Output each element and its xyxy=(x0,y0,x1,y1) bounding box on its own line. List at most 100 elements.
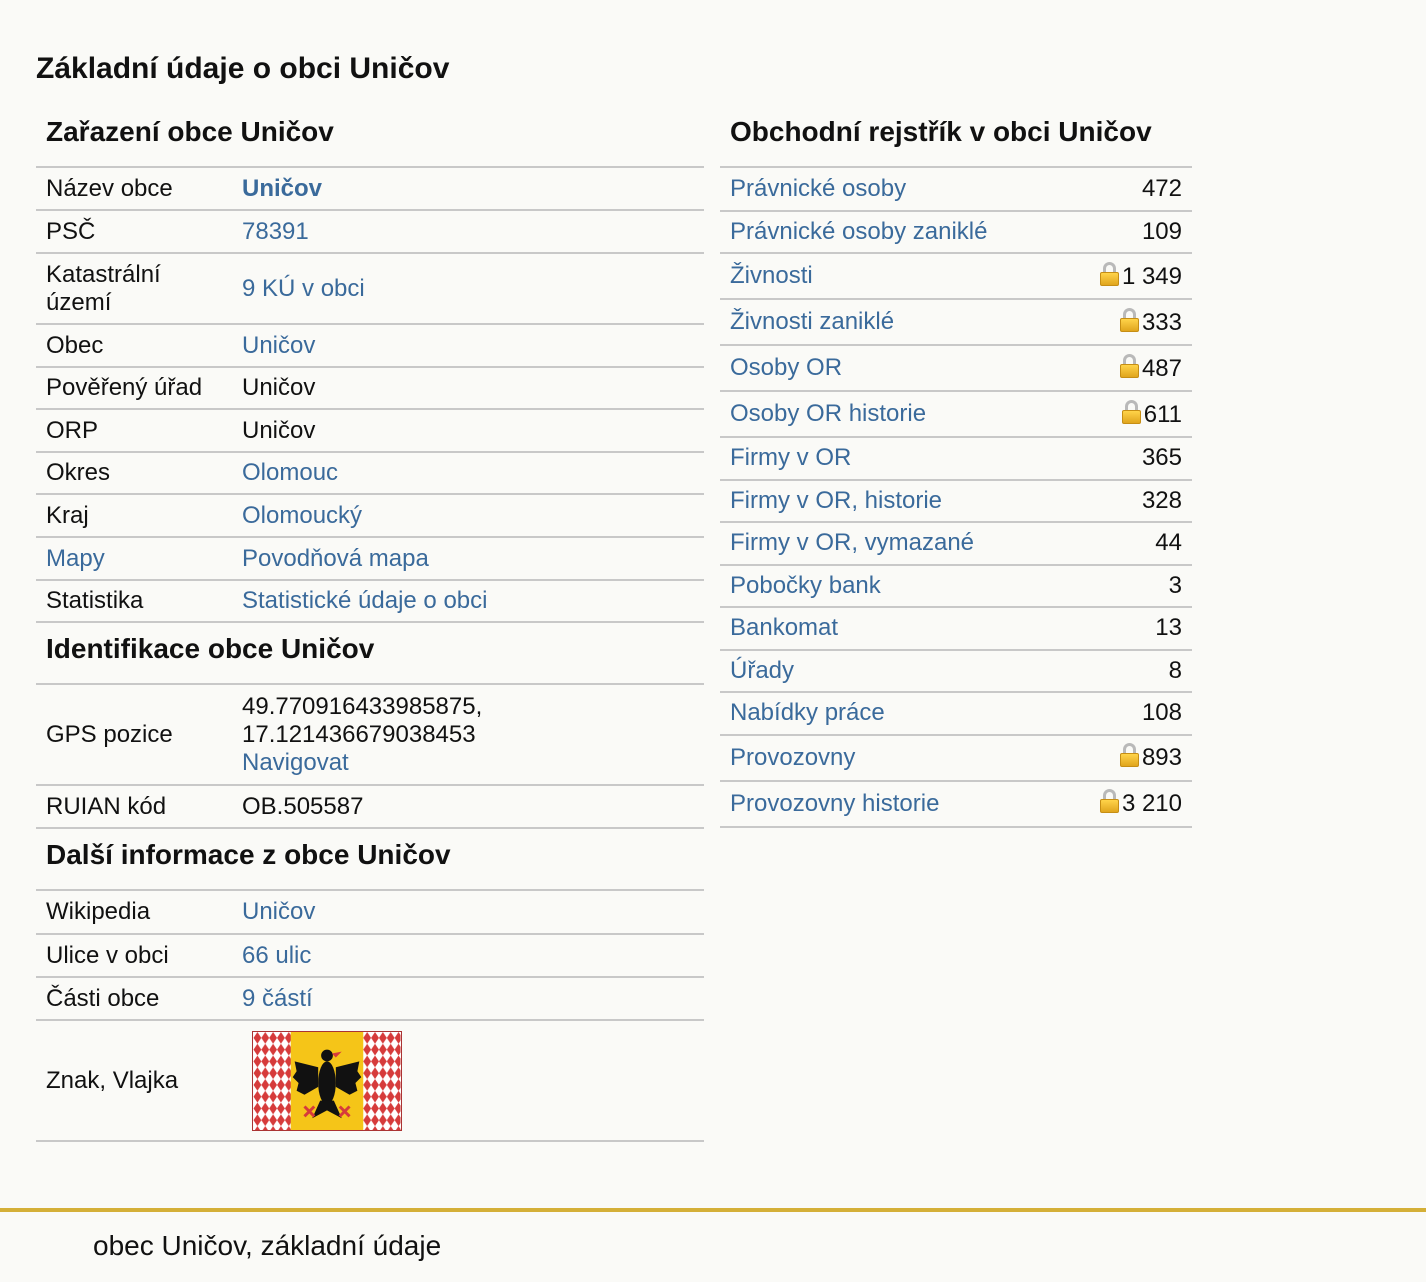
register-label-cell: Osoby OR xyxy=(720,345,1066,392)
row-value: Uničov xyxy=(232,168,704,211)
register-link[interactable]: Firmy v OR xyxy=(730,444,852,472)
row-value-link[interactable]: Povodňová mapa xyxy=(242,544,429,572)
page-title: Základní údaje o obci Uničov xyxy=(36,52,450,85)
table-row: Firmy v OR, historie 328 xyxy=(720,479,1192,523)
register-link[interactable]: Osoby OR xyxy=(730,354,843,381)
zarazeni-heading: Zařazení obce Uničov xyxy=(36,110,704,168)
table-row: PSČ 78391 xyxy=(36,210,704,254)
row-key: Obec xyxy=(36,324,232,368)
left-column: Zařazení obce Uničov Název obce Uničov PSČ… xyxy=(36,110,704,1142)
register-count-value: 487 xyxy=(1141,354,1182,382)
row-key[interactable]: Mapy xyxy=(36,537,232,581)
row-value: 9 KÚ v obci xyxy=(232,253,704,325)
table-row: Provozovny 893 xyxy=(720,734,1192,782)
row-value: 9 částí xyxy=(232,977,704,1021)
row-key: ORP xyxy=(36,409,232,453)
register-label-cell: Živnosti xyxy=(720,253,1066,300)
table-row: ORP Uničov xyxy=(36,409,704,453)
row-value: Uničov xyxy=(232,409,704,453)
register-count-value: 333 xyxy=(1141,308,1182,336)
register-count-value: 472 xyxy=(1141,174,1182,202)
padlock-icon xyxy=(1119,353,1139,378)
table-row: Pověřený úřad Uničov xyxy=(36,367,704,410)
table-row: Firmy v OR 365 xyxy=(720,437,1192,481)
row-value-link[interactable]: Uničov xyxy=(242,331,316,359)
register-label-cell: Provozovny historie xyxy=(720,780,1066,828)
register-link[interactable]: Právnické osoby zaniklé xyxy=(730,217,988,245)
gps-lat: 49.770916433985875, xyxy=(242,692,483,720)
row-key: Kraj xyxy=(36,494,232,538)
register-link[interactable]: Osoby OR historie xyxy=(730,400,927,427)
table-row: Části obce 9 částí xyxy=(36,977,704,1021)
register-count-value: 108 xyxy=(1141,699,1182,727)
footer-text: obec Uničov, základní údaje xyxy=(93,1230,442,1261)
table-row: Ulice v obci 66 ulic xyxy=(36,934,704,978)
row-key: Wikipedia xyxy=(36,891,232,935)
table-row: Wikipedia Uničov xyxy=(36,891,704,935)
register-link[interactable]: Provozovny historie xyxy=(730,789,940,817)
register-label-cell: Firmy v OR, historie xyxy=(720,479,1066,523)
register-label-cell: Právnické osoby zaniklé xyxy=(720,210,1066,254)
register-count-value: 109 xyxy=(1141,217,1182,245)
register-link[interactable]: Nabídky práce xyxy=(730,699,885,727)
ruian-value: OB.505587 xyxy=(232,785,704,829)
register-count: 893 xyxy=(1065,734,1192,782)
row-key: Statistika xyxy=(36,580,232,623)
table-row: Název obce Uničov xyxy=(36,168,704,211)
row-key: Název obce xyxy=(36,168,232,211)
padlock-icon xyxy=(1099,789,1119,813)
register-link[interactable]: Bankomat xyxy=(730,614,839,642)
table-row: Právnické osoby 472 xyxy=(720,168,1192,212)
register-label-cell: Firmy v OR xyxy=(720,437,1066,481)
register-count: 487 xyxy=(1065,345,1192,392)
padlock-icon xyxy=(1119,307,1139,332)
register-count: 3 xyxy=(1065,564,1192,608)
row-key: Pověřený úřad xyxy=(36,367,232,410)
register-link[interactable]: Provozovny xyxy=(730,743,856,771)
register-link[interactable]: Firmy v OR, historie xyxy=(730,486,943,514)
register-count: 8 xyxy=(1065,649,1192,693)
row-value-link[interactable]: Olomoucký xyxy=(242,501,363,529)
table-row: Živnosti zaniklé 333 xyxy=(720,299,1192,346)
padlock-icon xyxy=(1121,399,1141,424)
row-value-link[interactable]: 66 ulic xyxy=(242,941,312,969)
row-key: Okres xyxy=(36,452,232,495)
register-count: 472 xyxy=(1065,168,1192,212)
register-count-value: 44 xyxy=(1155,529,1182,557)
register-count: 328 xyxy=(1065,479,1192,523)
register-link[interactable]: Firmy v OR, vymazané xyxy=(730,529,975,557)
register-link[interactable]: Úřady xyxy=(730,656,795,684)
register-count: 365 xyxy=(1065,437,1192,481)
table-row: Nabídky práce 108 xyxy=(720,692,1192,736)
register-link[interactable]: Pobočky bank xyxy=(730,571,881,599)
register-count: 611 xyxy=(1065,391,1192,438)
row-value-link[interactable]: Uničov xyxy=(242,898,316,925)
row-value: Uničov xyxy=(232,367,704,410)
register-link[interactable]: Živnosti zaniklé xyxy=(730,308,895,335)
table-row: Firmy v OR, vymazané 44 xyxy=(720,522,1192,566)
row-value-link[interactable]: 78391 xyxy=(242,217,309,245)
navigate-link[interactable]: Navigovat xyxy=(242,748,349,776)
row-value-link[interactable]: Statistické údaje o obci xyxy=(242,587,488,614)
row-value: Povodňová mapa xyxy=(232,537,704,581)
row-value-link[interactable]: 9 KÚ v obci xyxy=(242,274,365,302)
table-row: Provozovny historie 3 210 xyxy=(720,780,1192,828)
table-row: RUIAN kód OB.505587 xyxy=(36,785,704,829)
register-link[interactable]: Právnické osoby xyxy=(730,174,907,202)
row-value-link[interactable]: Uničov xyxy=(242,174,323,202)
table-row: Osoby OR historie 611 xyxy=(720,391,1192,438)
znak-label: Znak, Vlajka xyxy=(36,1020,232,1142)
register-label-cell: Osoby OR historie xyxy=(720,391,1066,438)
table-row: Katastrální území 9 KÚ v obci xyxy=(36,253,704,325)
table-row: Živnosti 1 349 xyxy=(720,253,1192,300)
register-count: 333 xyxy=(1065,299,1192,346)
row-value-link[interactable]: 9 částí xyxy=(242,984,313,1012)
znak-value xyxy=(232,1020,704,1142)
row-key: Části obce xyxy=(36,977,232,1021)
coat-of-arms-flag[interactable] xyxy=(252,1030,402,1131)
register-link[interactable]: Živnosti xyxy=(730,262,813,289)
row-value-link[interactable]: Olomouc xyxy=(242,459,339,486)
dalsi-table: Wikipedia Uničov Ulice v obci 66 ulic Části … xyxy=(36,891,704,1142)
register-count: 109 xyxy=(1065,210,1192,254)
ruian-label: RUIAN kód xyxy=(36,785,232,829)
